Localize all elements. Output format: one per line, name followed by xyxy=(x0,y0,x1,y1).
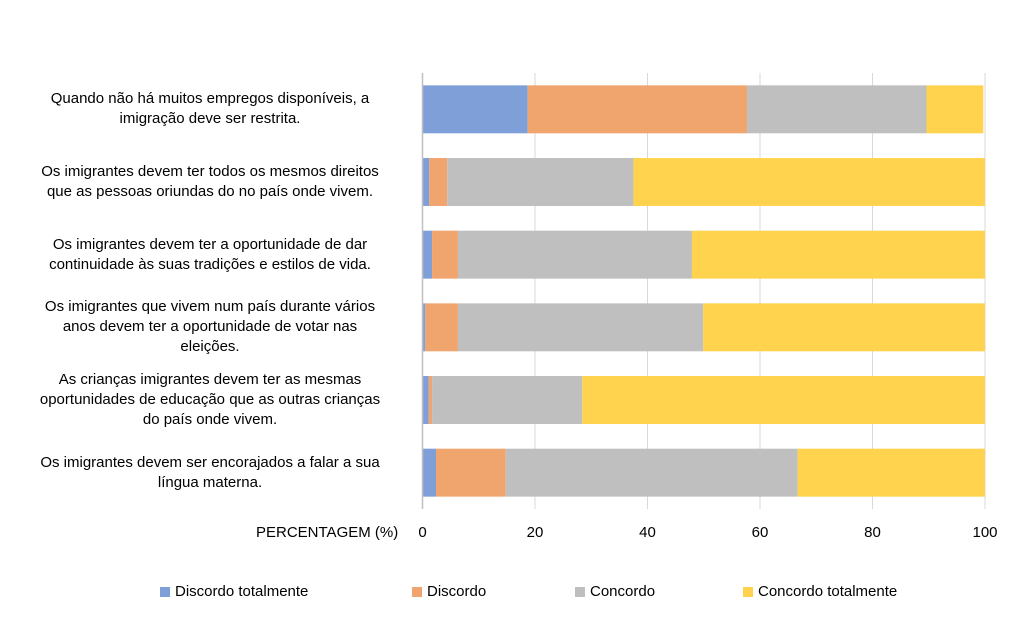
category-label-text: Os imigrantes que vivem num país durante… xyxy=(45,297,375,357)
x-tick-label: 20 xyxy=(526,524,544,541)
category-label-line: do país onde vivem. xyxy=(142,410,278,428)
bar-segment-concordo xyxy=(432,376,583,424)
bar-segment-concordo xyxy=(457,303,704,352)
bar-segment-discordo-totalmente xyxy=(422,158,430,206)
category-label-text: Os imigrantes devem ter a oportunidade d… xyxy=(49,235,371,275)
category-label-line: Os imigrantes devem ter a oportunidade d… xyxy=(52,235,368,253)
category-label-line: continuidade às suas tradições e estilos… xyxy=(49,255,371,273)
category-label: Os imigrantes devem ser encorajados a fa… xyxy=(5,436,415,509)
legend-swatch xyxy=(575,586,585,597)
legend-item-concordo[interactable]: Concordo xyxy=(575,583,655,600)
legend-swatch xyxy=(743,586,753,597)
legend-label: Concordo xyxy=(590,583,656,600)
bar-segment-discordo-totalmente xyxy=(422,448,436,497)
bar-segment-concordo-totalmente xyxy=(703,303,985,352)
x-tick-label: 100 xyxy=(972,524,998,541)
bar-segment-discordo-totalmente xyxy=(422,376,429,424)
bar-segment-concordo xyxy=(505,448,798,497)
category-label-line: Os imigrantes devem ter todos os mesmos … xyxy=(41,162,379,180)
bar-segment-discordo xyxy=(527,85,748,134)
legend-swatch xyxy=(160,586,170,597)
category-label-line: Os imigrantes devem ser encorajados a fa… xyxy=(40,453,380,471)
x-tick-label: 40 xyxy=(639,524,656,541)
category-label-line: Os imigrantes que vivem num país durante… xyxy=(44,298,376,316)
bar-segment-discordo xyxy=(436,448,506,497)
bar-segment-concordo-totalmente xyxy=(797,448,985,497)
category-label-line: língua materna. xyxy=(157,473,263,491)
bar-segment-concordo-totalmente xyxy=(582,376,985,424)
bar-segment-concordo xyxy=(457,230,692,279)
bars xyxy=(422,85,985,497)
x-tick-label: 60 xyxy=(751,524,769,541)
category-label-line: Quando não há muitos empregos disponívei… xyxy=(50,90,370,108)
legend-item-discordo-totalmente[interactable]: Discordo totalmente xyxy=(160,583,308,600)
legend-label: Concordo totalmente xyxy=(758,583,898,600)
bar-segment-concordo-totalmente xyxy=(691,230,985,279)
bar-segment-discordo-totalmente xyxy=(422,303,426,352)
bar-segment-discordo-totalmente xyxy=(422,85,528,134)
category-label-line: imigração deve ser restrita. xyxy=(119,110,301,128)
category-label: Os imigrantes que vivem num país durante… xyxy=(5,291,415,364)
legend: Discordo totalmente Discordo Concordo Co… xyxy=(0,583,1024,603)
bar-segment-discordo xyxy=(425,303,458,352)
bar-segment-concordo-totalmente xyxy=(926,85,984,134)
legend-item-discordo[interactable]: Discordo xyxy=(412,583,486,600)
category-label: Os imigrantes devem ter todos os mesmos … xyxy=(5,146,415,219)
legend-swatch xyxy=(412,586,422,597)
bar-segment-discordo xyxy=(429,158,448,206)
category-label: As crianças imigrantes devem ter as mesm… xyxy=(5,364,415,437)
bar-segment-discordo xyxy=(432,230,458,279)
category-label-line: oportunidades de educação que as outras … xyxy=(39,390,381,408)
bar-segment-discordo-totalmente xyxy=(422,230,433,279)
x-tick-label: 0 xyxy=(418,524,427,541)
legend-item-concordo-totalmente[interactable]: Concordo totalmente xyxy=(743,583,897,600)
category-label-text: Os imigrantes devem ter todos os mesmos … xyxy=(41,162,379,202)
category-label-line: que as pessoas oriundas do no país onde … xyxy=(46,182,374,200)
category-label: Quando não há muitos empregos disponívei… xyxy=(5,73,415,146)
x-tick-label: 80 xyxy=(864,524,881,541)
legend-label: Discordo xyxy=(427,583,487,600)
x-axis-title: PERCENTAGEM (%) xyxy=(256,524,399,541)
category-label-text: Quando não há muitos empregos disponívei… xyxy=(51,89,370,129)
category-label-line: anos devem ter a oportunidade de votar n… xyxy=(62,318,358,336)
category-label-text: Os imigrantes devem ser encorajados a fa… xyxy=(40,453,379,493)
category-label-line: eleições. xyxy=(180,338,240,356)
bar-segment-discordo xyxy=(428,376,433,424)
gridlines xyxy=(534,73,986,509)
bar-segment-concordo xyxy=(747,85,927,134)
legend-label: Discordo totalmente xyxy=(175,583,309,600)
bar-segment-concordo xyxy=(447,158,634,206)
category-label: Os imigrantes devem ter a oportunidade d… xyxy=(5,218,415,291)
category-label-line: As crianças imigrantes devem ter as mesm… xyxy=(58,370,362,388)
bar-segment-concordo-totalmente xyxy=(633,158,985,206)
category-label-text: As crianças imigrantes devem ter as mesm… xyxy=(40,370,380,430)
